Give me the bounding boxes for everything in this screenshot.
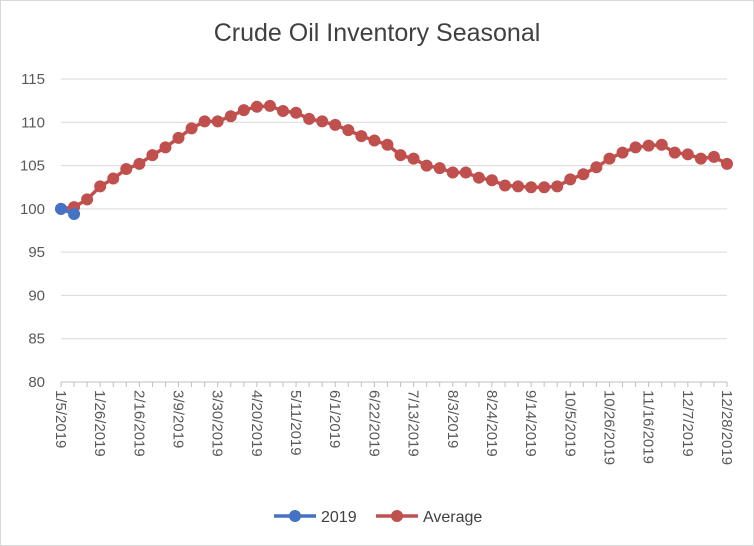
legend-item-average: Average (376, 509, 482, 526)
legend-swatch-marker (289, 510, 301, 522)
y-tick-label: 105 (20, 158, 45, 175)
x-tick-label: 6/1/2019 (326, 390, 343, 448)
data-point (94, 180, 107, 193)
data-point (459, 166, 472, 179)
y-tick-label: 95 (28, 244, 45, 261)
data-point (198, 115, 211, 128)
data-point (564, 173, 577, 186)
x-tick-label: 1/26/2019 (91, 390, 108, 457)
x-tick-label: 3/9/2019 (170, 390, 187, 448)
x-tick-label: 9/14/2019 (522, 390, 539, 457)
series-2019 (55, 202, 81, 221)
x-tick-label: 7/13/2019 (405, 390, 422, 457)
data-point (655, 138, 668, 151)
data-point (642, 139, 655, 152)
data-point (538, 181, 551, 194)
data-point (433, 162, 446, 175)
x-tick-label: 3/30/2019 (209, 390, 226, 457)
x-tick-label: 12/28/2019 (718, 390, 735, 465)
data-point (250, 100, 263, 113)
data-point (263, 99, 276, 112)
x-tick-label: 5/11/2019 (287, 390, 304, 456)
x-tick-label: 2/16/2019 (130, 390, 147, 457)
data-point (146, 149, 159, 162)
data-point (107, 172, 120, 185)
data-point (512, 180, 525, 193)
data-point (55, 202, 67, 215)
data-point (120, 163, 133, 176)
series-line (60, 104, 728, 211)
y-axis-tick-labels: 80 85 90 95 100 105 110 115 (20, 71, 45, 391)
y-tick-label: 115 (21, 71, 45, 88)
y-tick-label: 80 (28, 374, 45, 391)
data-point (590, 161, 603, 174)
data-point (485, 174, 498, 187)
x-tick-label: 8/24/2019 (483, 390, 500, 457)
data-point (420, 159, 433, 172)
data-point (368, 134, 381, 147)
data-point (277, 105, 289, 118)
data-point (721, 157, 733, 170)
data-point (303, 112, 316, 125)
data-point (525, 181, 538, 194)
x-tick-label: 11/16/2019 (640, 390, 657, 464)
data-point (172, 131, 185, 144)
chart-title: Crude Oil Inventory Seasonal (213, 19, 541, 47)
y-tick-label: 90 (28, 287, 45, 304)
data-point (355, 130, 368, 143)
data-point (224, 110, 237, 123)
data-point (407, 152, 420, 165)
data-point (629, 141, 642, 154)
data-point (342, 124, 355, 137)
data-point (185, 122, 198, 135)
data-point (668, 146, 681, 159)
data-point (133, 157, 146, 170)
x-tick-label: 1/5/2019 (52, 390, 69, 448)
legend-label: 2019 (321, 509, 357, 526)
data-point (446, 166, 459, 179)
x-tick-label: 12/7/2019 (679, 390, 696, 457)
data-point (616, 146, 629, 159)
data-point (81, 193, 94, 206)
legend: 2019 Average (274, 509, 482, 526)
x-tick-label: 4/20/2019 (248, 390, 265, 457)
series-average (55, 99, 733, 215)
y-tick-label: 100 (20, 201, 45, 218)
x-tick-label: 10/26/2019 (600, 390, 617, 465)
gridlines (61, 78, 727, 340)
data-point (316, 115, 329, 128)
data-point (394, 149, 407, 162)
series-layer (55, 99, 733, 221)
x-axis: 1/5/2019 1/26/2019 2/16/2019 3/9/2019 3/30/2… (52, 381, 735, 465)
data-point (237, 104, 250, 117)
data-point (159, 141, 172, 154)
data-point (68, 208, 81, 221)
x-tick-label: 8/3/2019 (444, 390, 461, 448)
data-point (681, 148, 694, 161)
data-point (472, 171, 485, 184)
data-point (694, 152, 707, 165)
data-point (577, 168, 590, 181)
y-tick-label: 85 (28, 331, 45, 348)
y-tick-label: 110 (21, 114, 45, 131)
legend-swatch-marker (391, 510, 403, 522)
data-point (551, 180, 564, 193)
legend-item-2019: 2019 (274, 509, 357, 526)
data-point (381, 138, 394, 151)
x-tick-label: 6/22/2019 (365, 390, 382, 457)
data-point (290, 106, 303, 119)
data-point (707, 150, 720, 163)
data-point (211, 115, 224, 128)
data-point (329, 118, 342, 131)
data-point (603, 152, 616, 165)
x-tick-label: 10/5/2019 (561, 390, 578, 457)
data-point (499, 179, 511, 192)
legend-label: Average (423, 509, 482, 526)
